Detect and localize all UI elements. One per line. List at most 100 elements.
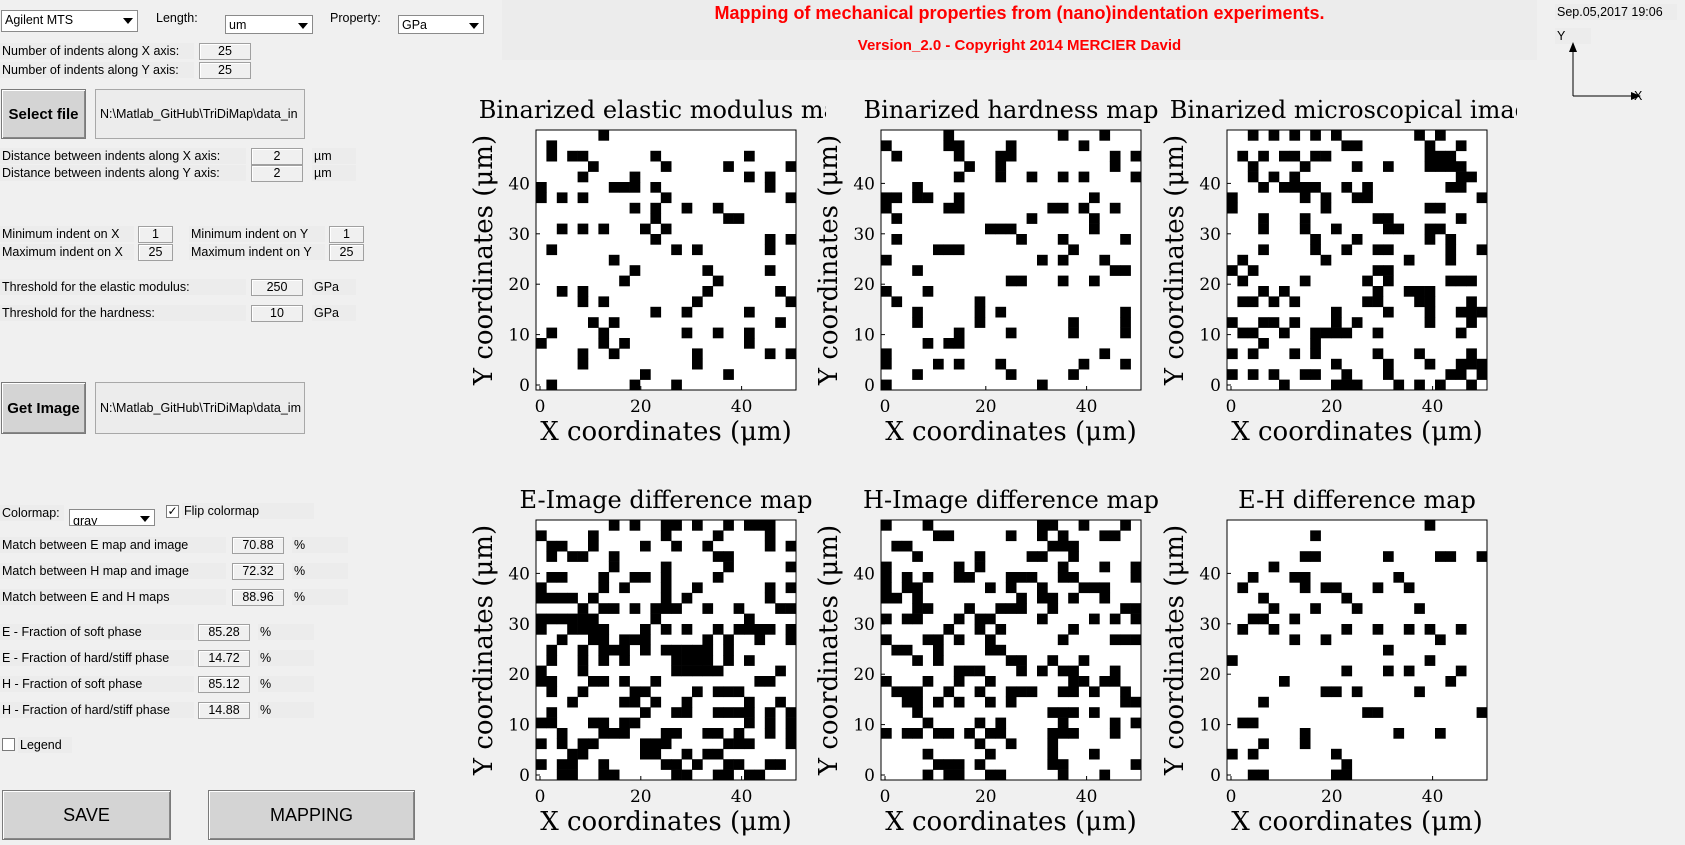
map-cell bbox=[901, 686, 913, 698]
e-hard-field[interactable]: 14.72 bbox=[198, 650, 250, 667]
flip-colormap-checkbox[interactable]: ✓ bbox=[166, 504, 179, 518]
file-path-field[interactable]: N:\Matlab_GitHub\TriDiMap\data_in bbox=[95, 89, 305, 139]
map-cell bbox=[922, 717, 934, 729]
map-cell bbox=[536, 182, 547, 193]
map-cell bbox=[744, 613, 755, 625]
map-cell bbox=[985, 644, 996, 656]
map-cell bbox=[933, 244, 944, 256]
map-cell bbox=[577, 655, 589, 666]
h-hard-label: H - Fraction of hard/stiff phase bbox=[0, 702, 194, 718]
map-cell bbox=[881, 358, 892, 370]
map-cell bbox=[943, 140, 955, 152]
x-tick-label: 0 bbox=[1226, 397, 1237, 417]
map-cell bbox=[1445, 254, 1457, 266]
map-cell bbox=[754, 634, 766, 646]
map-cell bbox=[1026, 686, 1038, 698]
save-button[interactable]: SAVE bbox=[2, 790, 171, 840]
map-cell bbox=[1005, 696, 1017, 708]
x-tick-label: 20 bbox=[975, 787, 997, 807]
map-cell bbox=[1445, 676, 1457, 687]
max-y-field[interactable]: 25 bbox=[329, 244, 364, 261]
indents-x-field[interactable]: 25 bbox=[199, 43, 251, 60]
map-cell bbox=[953, 613, 965, 625]
length-label: Length: bbox=[156, 11, 198, 25]
map-cell bbox=[1258, 286, 1269, 297]
map-cell bbox=[619, 338, 630, 349]
map-cell bbox=[1109, 161, 1121, 172]
map-cell bbox=[1331, 686, 1342, 698]
map-cell bbox=[943, 686, 955, 698]
map-cell bbox=[1037, 592, 1048, 604]
map-cell bbox=[881, 592, 892, 604]
map-cell bbox=[1435, 379, 1446, 391]
y-tick-label: 20 bbox=[853, 665, 875, 685]
legend-checkbox[interactable] bbox=[2, 738, 15, 751]
e-soft-unit: % bbox=[258, 624, 314, 640]
map-cell bbox=[640, 369, 651, 380]
map-cell bbox=[1341, 327, 1353, 339]
map-cell bbox=[1099, 582, 1111, 594]
map-cell bbox=[702, 644, 714, 656]
property-select[interactable]: GPa bbox=[398, 15, 484, 34]
map-cell bbox=[1341, 624, 1353, 635]
map-cell bbox=[733, 728, 745, 739]
threshold-h-field[interactable]: 10 bbox=[251, 305, 303, 322]
map-cell bbox=[764, 348, 776, 360]
map-cell bbox=[1372, 327, 1384, 339]
map-cell bbox=[1299, 551, 1311, 562]
map-cell bbox=[598, 603, 610, 614]
max-x-field[interactable]: 25 bbox=[138, 244, 173, 261]
e-soft-field[interactable]: 85.28 bbox=[198, 624, 250, 641]
get-image-button[interactable]: Get Image bbox=[1, 382, 86, 434]
map-cell bbox=[1247, 327, 1259, 339]
map-cell bbox=[619, 634, 630, 646]
dist-y-field[interactable]: 2 bbox=[251, 165, 303, 182]
e-hard-unit: % bbox=[258, 650, 314, 666]
map-cell bbox=[964, 728, 975, 739]
map-cell bbox=[1279, 327, 1290, 339]
map-cell bbox=[933, 759, 944, 770]
h-soft-field[interactable]: 85.12 bbox=[198, 676, 250, 693]
h-hard-field[interactable]: 14.88 bbox=[198, 702, 250, 719]
map-cell bbox=[1289, 182, 1301, 193]
map-cell bbox=[1362, 192, 1373, 204]
map-cell bbox=[1078, 171, 1090, 183]
min-x-field[interactable]: 1 bbox=[138, 226, 173, 243]
machine-select[interactable]: Agilent MTS bbox=[1, 10, 138, 32]
mapping-button[interactable]: MAPPING bbox=[208, 790, 415, 840]
map-cell bbox=[933, 644, 944, 656]
map-cell bbox=[785, 540, 797, 552]
threshold-h-label: Threshold for the hardness: bbox=[0, 305, 246, 321]
map-cell bbox=[764, 582, 776, 594]
map-cell bbox=[660, 161, 672, 172]
indents-y-field[interactable]: 25 bbox=[199, 62, 251, 79]
dist-x-field[interactable]: 2 bbox=[251, 148, 303, 165]
map-cell bbox=[1047, 738, 1059, 750]
length-select[interactable]: um bbox=[225, 15, 313, 34]
colormap-select[interactable]: gray bbox=[69, 509, 155, 526]
map-cell bbox=[995, 150, 1007, 162]
map-cell bbox=[588, 717, 599, 729]
map-cell bbox=[1247, 296, 1259, 308]
select-file-button[interactable]: Select file bbox=[1, 89, 86, 139]
min-y-field[interactable]: 1 bbox=[329, 226, 364, 243]
map-cell bbox=[1068, 686, 1079, 698]
match-eh-field[interactable]: 88.96 bbox=[232, 589, 284, 606]
match-e-field[interactable]: 70.88 bbox=[232, 537, 284, 554]
map-cell bbox=[1247, 171, 1259, 183]
map-frame bbox=[535, 519, 797, 781]
map-cell bbox=[891, 213, 903, 224]
map-cell bbox=[1383, 275, 1394, 287]
match-h-field[interactable]: 72.32 bbox=[232, 563, 284, 580]
map-cells bbox=[1227, 130, 1488, 391]
map-cell bbox=[1247, 161, 1259, 172]
map-cell bbox=[723, 759, 734, 770]
map-cell bbox=[1424, 520, 1436, 531]
map-cell bbox=[1130, 150, 1142, 162]
map-cell bbox=[1078, 676, 1090, 687]
map-cell bbox=[1237, 254, 1249, 266]
map-cell bbox=[1005, 275, 1017, 287]
map-cell bbox=[712, 686, 724, 698]
image-path-field[interactable]: N:\Matlab_GitHub\TriDiMap\data_im bbox=[95, 382, 305, 434]
threshold-e-field[interactable]: 250 bbox=[251, 279, 303, 296]
